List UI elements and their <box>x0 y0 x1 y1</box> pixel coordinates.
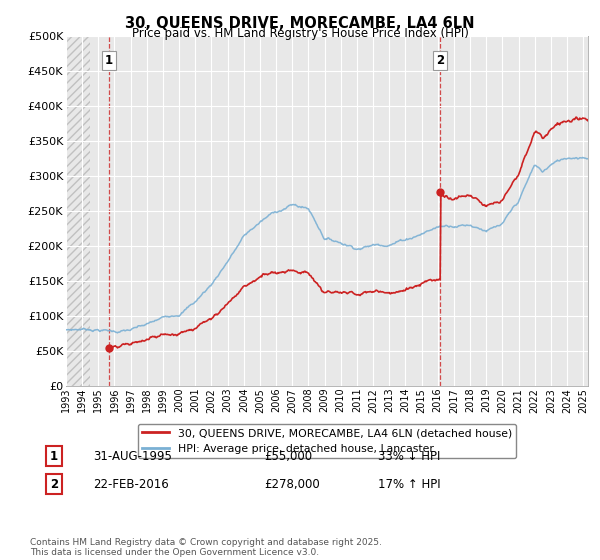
Text: Price paid vs. HM Land Registry's House Price Index (HPI): Price paid vs. HM Land Registry's House … <box>131 27 469 40</box>
Text: 17% ↑ HPI: 17% ↑ HPI <box>378 478 440 491</box>
Text: 33% ↓ HPI: 33% ↓ HPI <box>378 450 440 463</box>
Text: 1: 1 <box>50 450 58 463</box>
Text: 1: 1 <box>105 54 113 67</box>
Bar <box>66 36 90 386</box>
Text: £278,000: £278,000 <box>264 478 320 491</box>
Text: 31-AUG-1995: 31-AUG-1995 <box>93 450 172 463</box>
Text: 2: 2 <box>50 478 58 491</box>
Text: 30, QUEENS DRIVE, MORECAMBE, LA4 6LN: 30, QUEENS DRIVE, MORECAMBE, LA4 6LN <box>125 16 475 31</box>
Text: 2: 2 <box>436 54 444 67</box>
Text: £55,000: £55,000 <box>264 450 312 463</box>
Legend: 30, QUEENS DRIVE, MORECAMBE, LA4 6LN (detached house), HPI: Average price, detac: 30, QUEENS DRIVE, MORECAMBE, LA4 6LN (de… <box>137 424 517 458</box>
Text: Contains HM Land Registry data © Crown copyright and database right 2025.
This d: Contains HM Land Registry data © Crown c… <box>30 538 382 557</box>
Text: 22-FEB-2016: 22-FEB-2016 <box>93 478 169 491</box>
